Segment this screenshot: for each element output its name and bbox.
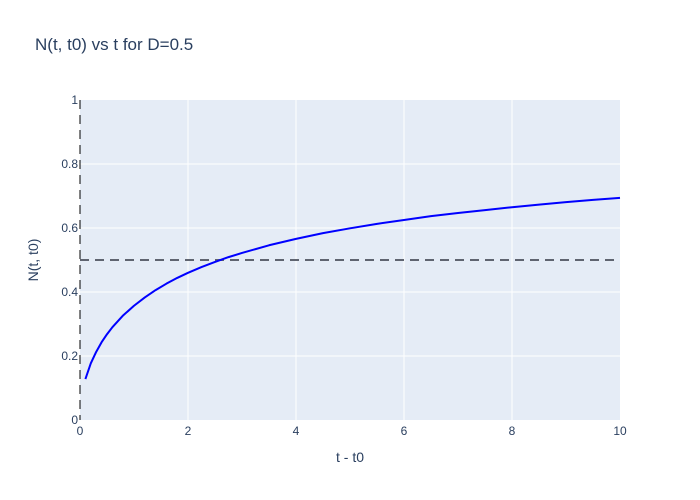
y-tick-label: 0.4 (61, 285, 78, 299)
x-tick-label: 10 (613, 424, 627, 438)
x-tick-label: 6 (401, 424, 408, 438)
y-tick-label: 0.6 (61, 221, 78, 235)
x-axis-title: t - t0 (336, 449, 364, 465)
x-tick-label: 8 (509, 424, 516, 438)
y-tick-label: 0.2 (61, 349, 78, 363)
chart-title: N(t, t0) vs t for D=0.5 (35, 35, 193, 54)
x-tick-label: 0 (77, 424, 84, 438)
series-line (84, 196, 621, 380)
y-tick-label: 0.8 (61, 157, 78, 171)
x-tick-label: 2 (185, 424, 192, 438)
y-axis-title: N(t, t0) (25, 239, 41, 282)
y-tick-labels: 0 0.2 0.4 0.6 0.8 1 (61, 93, 78, 427)
series-layer (84, 196, 621, 380)
y-tick-label: 1 (71, 93, 78, 107)
x-tick-labels: 0 2 4 6 8 10 (77, 424, 627, 438)
x-tick-label: 4 (293, 424, 300, 438)
y-tick-label: 0 (71, 413, 78, 427)
